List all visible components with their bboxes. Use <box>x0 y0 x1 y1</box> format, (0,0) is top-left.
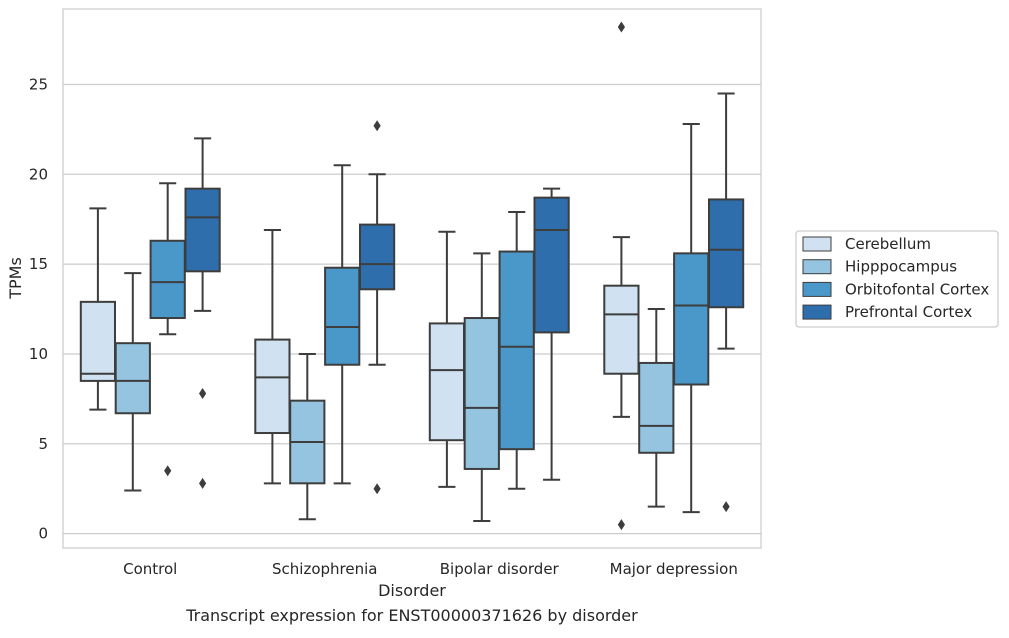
legend-label: Prefrontal Cortex <box>845 303 972 321</box>
legend-swatch <box>802 304 832 320</box>
legend-label: Cerebellum <box>845 235 931 253</box>
outlier-point <box>722 501 730 513</box>
outlier-point <box>199 387 207 399</box>
legend-item-2: Hipppocampus <box>802 258 957 276</box>
legend-swatch <box>802 281 832 297</box>
box-4-3 <box>673 122 710 514</box>
box-4-4 <box>707 92 745 513</box>
box-3-2 <box>463 252 500 523</box>
iqr-box <box>498 250 535 451</box>
iqr-box <box>638 361 675 454</box>
box-3-1 <box>428 230 466 488</box>
box-1-1 <box>79 207 117 411</box>
legend-item-1: Cerebellum <box>802 235 931 253</box>
x-tick-label: Major depression <box>610 560 738 578</box>
legend-item-3: Orbitofontal Cortex <box>802 280 989 298</box>
y-tick-label: 10 <box>29 345 48 363</box>
boxes <box>79 21 745 531</box>
iqr-box <box>428 322 466 442</box>
legend-label: Hipppocampus <box>845 258 957 276</box>
iqr-box <box>603 284 640 375</box>
iqr-box <box>673 252 710 386</box>
legend: Cerebellum Hipppocampus Orbitofontal Corte… <box>795 230 999 328</box>
x-tick-label: Schizophrenia <box>272 560 377 578</box>
box-2-2 <box>289 352 326 521</box>
y-tick-label: 25 <box>29 75 48 93</box>
x-tick-label: Control <box>123 560 177 578</box>
box-1-2 <box>114 272 151 492</box>
legend-swatch <box>802 259 832 275</box>
iqr-box <box>358 223 396 291</box>
iqr-box <box>149 239 186 320</box>
outlier-point <box>373 120 381 132</box>
outlier-point <box>164 465 172 477</box>
iqr-box <box>114 342 151 415</box>
iqr-box <box>79 300 117 382</box>
legend-item-4: Prefrontal Cortex <box>802 303 972 321</box>
iqr-box <box>463 317 500 470</box>
legend-label: Orbitofontal Cortex <box>845 280 989 298</box>
iqr-box <box>533 196 570 334</box>
box-2-1 <box>254 228 291 485</box>
legend-frame <box>795 230 999 328</box>
y-tick-label: 0 <box>38 525 48 543</box>
box-1-3 <box>149 182 186 477</box>
outlier-point <box>617 21 625 33</box>
box-3-4 <box>533 187 570 481</box>
box-2-3 <box>324 164 361 485</box>
outlier-point <box>617 519 625 531</box>
box-1-4 <box>184 137 221 489</box>
iqr-box <box>184 187 221 273</box>
y-axis-label: TPMs <box>6 257 25 300</box>
figure-caption: Transcript expression for ENST0000037162… <box>186 606 638 625</box>
box-4-2 <box>638 308 675 508</box>
x-axis-label: Disorder <box>378 581 446 600</box>
iqr-box <box>707 198 745 309</box>
y-tick-label: 20 <box>29 165 48 183</box>
x-tick-label: Bipolar disorder <box>440 560 560 578</box>
y-tick-label: 5 <box>38 435 48 453</box>
outlier-point <box>373 483 381 495</box>
box-2-4 <box>358 120 396 495</box>
box-3-3 <box>498 211 535 490</box>
legend-swatch <box>802 236 832 252</box>
tick-labels: 0 5 10 15 20 25 Control Schizophrenia Bipolar di… <box>29 75 738 578</box>
y-tick-label: 15 <box>29 255 48 273</box>
iqr-box <box>254 338 291 435</box>
iqr-box <box>324 266 361 366</box>
box-4-1 <box>603 21 640 531</box>
outlier-point <box>199 477 207 489</box>
